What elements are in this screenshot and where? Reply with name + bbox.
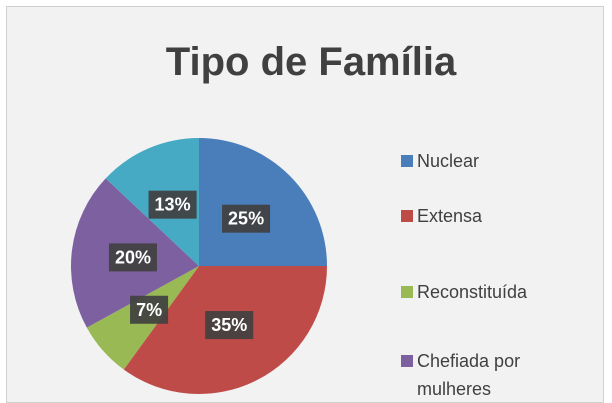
data-label-box [222,204,271,233]
data-label: 25% [228,209,264,229]
legend-label: Chefiada por mulheres [417,351,521,399]
data-label-box [205,311,254,340]
legend-label: Extensa [417,206,483,226]
data-label: 7% [136,300,162,320]
data-label: 13% [155,195,191,215]
legend-entry: Chefiada por mulheres [401,347,561,402]
chart-title: Tipo de Família [166,40,457,84]
legend-swatch [401,210,413,222]
legend-entry: Extensa [401,202,561,230]
chart-frame: Tipo de Família 25% 35% 7% 20% 13% Nuclear Ex… [6,6,604,403]
legend-label: Reconstituída [417,282,528,302]
legend-swatch [401,155,413,167]
chart: Tipo de Família 25% 35% 7% 20% 13% [71,40,457,394]
pie-slice [199,138,327,266]
data-label-box [130,295,169,324]
legend-swatch [401,355,413,367]
data-label-box [108,243,157,272]
legend-swatch [401,286,413,298]
legend-label: Nuclear [417,151,480,171]
legend-entry: Reconstituída [401,278,561,306]
data-label: 35% [211,315,247,335]
data-label: 20% [115,247,151,267]
data-label-box [148,190,197,219]
legend-entry: Nuclear [401,147,561,175]
